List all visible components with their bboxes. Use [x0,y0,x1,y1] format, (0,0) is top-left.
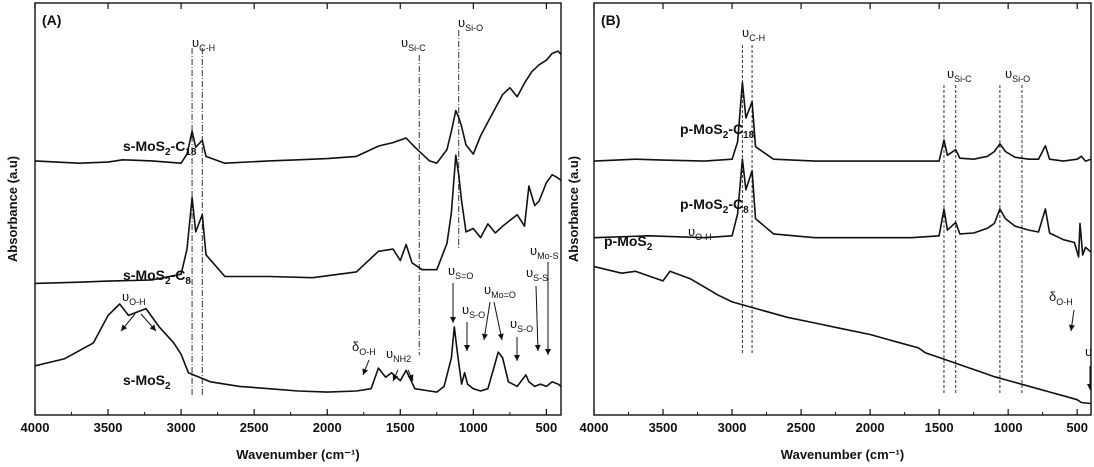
band-annotation: υS-S [526,265,548,283]
arrowhead [392,374,399,381]
arrowhead [121,324,128,331]
band-annotation: υSi-C [947,66,972,84]
arrowhead [514,355,520,361]
band-annotation: υMo-S [530,243,559,261]
arrowhead [149,324,156,331]
series-label: p-MoS2-C8 [680,196,749,216]
band-annotation: υSi-O [458,15,483,33]
series-label: s-MoS2 [123,372,171,392]
series-label: s-MoS2-C8 [123,267,191,287]
x-tick-label: 2000 [313,420,342,435]
series-line [594,158,1091,258]
band-annotation: υO-H [688,224,712,242]
band-annotation: υNH2 [386,346,411,364]
panel-a-chart: s-MoS2-C18 s-MoS2-C8 s-MoS2 4000 3500 3000 250… [5,2,562,462]
x-tick-label: 500 [1066,420,1088,435]
x-tick-label: 2000 [856,420,885,435]
band-annotation: δO-H [352,339,376,357]
x-tick-label: 2500 [240,420,269,435]
panel-b-chart: p-MoS2-C18 p-MoS2-C8 p-MoS2 4000 3500 3000 250… [566,2,1094,462]
band-annotation: υSi-C [401,35,426,53]
annotation-arrow [493,301,503,341]
band-annotation: υMo-S [1085,344,1094,362]
series-line [35,154,561,285]
band-annotation: υSi-O [1005,66,1030,84]
band-annotation: υC-H [192,35,215,53]
band-annotation: υC-H [742,25,765,43]
band-annotation: δO-H [1049,289,1073,307]
arrowhead [362,368,369,375]
series-label: p-MoS2-C18 [680,121,755,141]
x-tick-label: 1500 [925,420,954,435]
panel-label: (B) [601,12,620,28]
band-annotation: υMo=O [484,282,516,300]
series-line [594,265,1091,405]
band-annotation: υS-O [510,316,533,334]
arrowhead [497,333,504,340]
series-line [35,303,561,393]
arrowhead [464,345,470,351]
x-tick-label: 3000 [167,420,196,435]
x-tick-label: 3000 [718,420,747,435]
plot-frame [34,2,562,416]
plot-frame [593,2,1092,416]
band-annotation: υS-O [462,302,485,320]
band-annotation: υS=O [448,263,473,281]
panel-label: (A) [42,12,61,28]
x-tick-label: 3500 [94,420,123,435]
annotation-arrow [535,285,539,352]
x-axis-label: Wavenumber (cm⁻¹) [236,447,359,462]
arrowhead [450,317,456,323]
x-tick-label: 3500 [649,420,678,435]
x-tick-label: 1000 [459,420,488,435]
y-axis-label: Absorbance (a.u) [5,156,20,262]
arrowhead [1068,324,1075,331]
arrowhead [534,344,541,351]
series-label: p-MoS2 [604,233,653,253]
x-tick-label: 4000 [21,420,50,435]
series-line [594,81,1091,162]
series-label: s-MoS2-C18 [123,138,197,158]
arrowhead [481,333,488,340]
arrowhead [1087,384,1091,390]
x-tick-label: 4000 [580,420,609,435]
x-tick-label: 1000 [994,420,1023,435]
x-tick-label: 500 [536,420,558,435]
x-tick-label: 2500 [787,420,816,435]
band-annotation: υO-H [122,289,146,307]
annotation-arrow [483,301,491,341]
x-axis-label: Wavenumber (cm⁻¹) [781,447,904,462]
x-tick-label: 1500 [386,420,415,435]
series-line [35,50,561,164]
arrowhead [545,349,551,355]
arrowhead [407,374,414,381]
y-axis-label: Absorbance (a.u) [566,156,581,262]
